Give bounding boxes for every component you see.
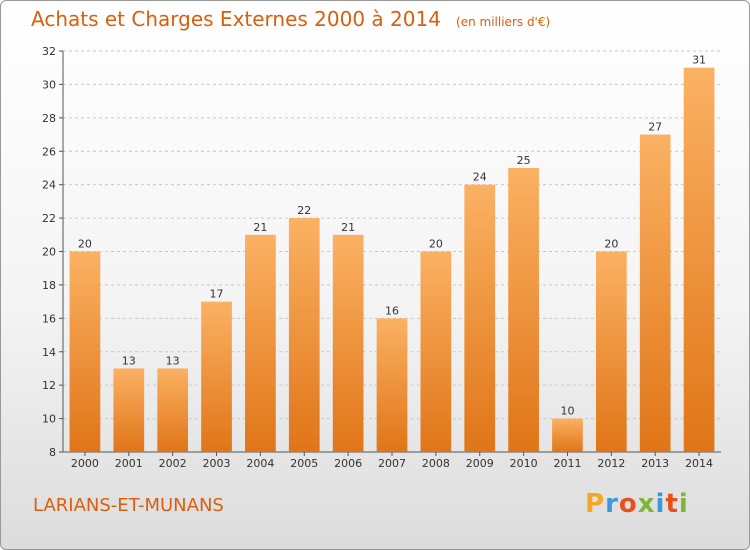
proxiti-logo: Proxiti [585, 489, 689, 519]
bar-value-label: 21 [253, 221, 267, 234]
logo-letter: i [678, 489, 689, 519]
bar [201, 301, 232, 452]
x-tick-label: 2006 [334, 457, 362, 470]
y-tick-label: 16 [42, 312, 56, 325]
y-tick-label: 10 [42, 413, 56, 426]
bar [420, 251, 452, 452]
x-tick-label: 2008 [422, 457, 450, 470]
bar [464, 184, 496, 452]
y-tick-label: 20 [42, 246, 56, 259]
bar-value-label: 25 [517, 154, 531, 167]
bar [332, 234, 364, 452]
x-tick-label: 2012 [597, 457, 625, 470]
y-tick-label: 8 [49, 446, 56, 459]
logo-letter: o [618, 489, 638, 519]
y-tick-label: 28 [42, 112, 56, 125]
commune-name: LARIANS-ET-MUNANS [33, 495, 224, 516]
y-tick-label: 30 [42, 78, 56, 91]
bars [69, 67, 715, 453]
y-tick-label: 24 [42, 179, 56, 192]
x-tick-label: 2010 [510, 457, 538, 470]
logo-letter: P [585, 489, 606, 519]
labels: 8 10 12 14 16 18 20 22 24 26 28 30 32 20 2000 13 2001 13 2… [42, 45, 713, 470]
x-tick-label: 2003 [203, 457, 231, 470]
logo-letter: t [665, 489, 679, 519]
bar [157, 368, 189, 452]
y-tick-label: 12 [42, 379, 56, 392]
x-tick-label: 2009 [466, 457, 494, 470]
bar [639, 134, 671, 452]
bar-value-label: 16 [385, 304, 399, 317]
bar-value-label: 20 [429, 238, 443, 251]
bar-value-label: 22 [297, 204, 311, 217]
bar-value-label: 24 [473, 171, 487, 184]
bar-value-label: 31 [692, 54, 706, 67]
logo-letter: r [605, 489, 619, 519]
bar [288, 218, 320, 452]
logo-letter: i [655, 489, 666, 519]
x-tick-label: 2011 [553, 457, 581, 470]
bar [508, 167, 539, 453]
y-tick-label: 18 [42, 279, 56, 292]
x-tick-label: 2005 [290, 457, 318, 470]
subtitle-text: (en milliers d'€) [456, 15, 551, 29]
x-tick-label: 2007 [378, 457, 406, 470]
bar [376, 318, 408, 452]
bar-value-label: 21 [341, 221, 355, 234]
bar [69, 251, 101, 452]
bar [683, 67, 715, 452]
x-tick-label: 2000 [71, 457, 99, 470]
bar-value-label: 27 [648, 121, 662, 134]
bar-value-label: 13 [122, 354, 136, 367]
bar-value-label: 10 [560, 405, 574, 418]
y-tick-label: 26 [42, 145, 56, 158]
logo-letter: x [637, 489, 656, 519]
bar [245, 234, 276, 452]
y-tick-label: 14 [42, 346, 56, 359]
bar-value-label: 17 [210, 288, 224, 301]
bar [552, 418, 583, 452]
bar-value-label: 13 [166, 354, 180, 367]
bar [595, 251, 627, 452]
x-tick-label: 2002 [159, 457, 187, 470]
x-tick-label: 2001 [115, 457, 143, 470]
y-tick-label: 32 [42, 45, 56, 58]
bar [113, 368, 145, 452]
y-tick-label: 22 [42, 212, 56, 225]
chart-title: Achats et Charges Externes 2000 à 2014 (… [31, 7, 550, 31]
x-tick-label: 2014 [685, 457, 713, 470]
x-tick-label: 2013 [641, 457, 669, 470]
title-text: Achats et Charges Externes 2000 à 2014 [31, 7, 441, 31]
x-tick-label: 2004 [246, 457, 274, 470]
bar-value-label: 20 [604, 238, 618, 251]
bar-value-label: 20 [78, 238, 92, 251]
